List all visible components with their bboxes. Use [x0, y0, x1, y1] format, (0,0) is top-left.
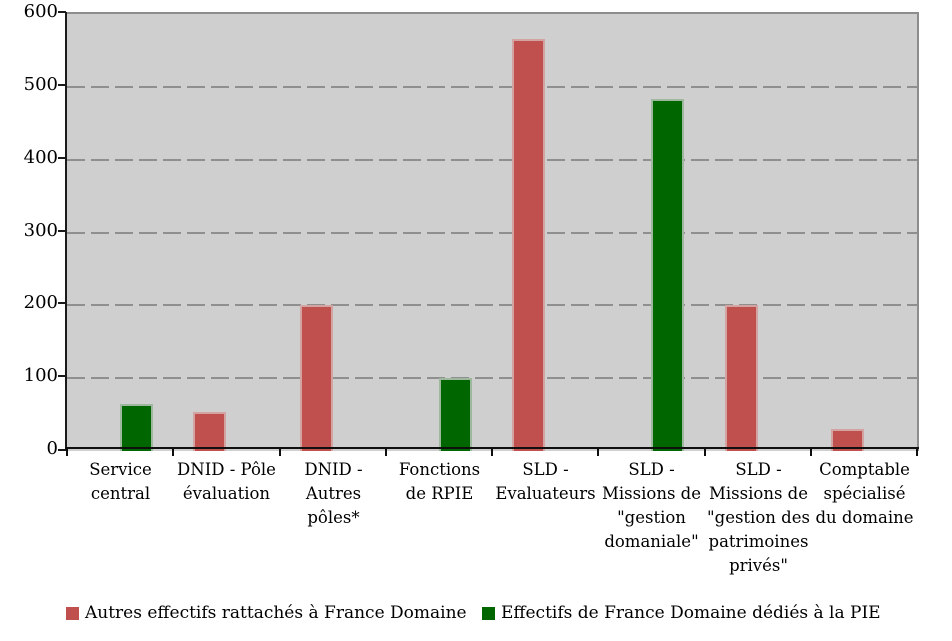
category-label-4: Fonctions de RPIE	[398, 460, 481, 503]
bar-series1-cat7	[725, 305, 758, 451]
legend-label-1: Autres effectifs rattachés à France Doma…	[85, 603, 467, 623]
x-axis-tick-0	[66, 449, 68, 456]
y-axis-tick-500	[58, 84, 66, 86]
chart-legend: Autres effectifs rattachés à France Doma…	[0, 602, 952, 626]
y-axis-label-600: 600	[23, 1, 58, 22]
bar-series1-cat2	[193, 412, 226, 451]
category-label-8: Comptable spécialisé du domaine	[815, 460, 914, 527]
y-axis-tick-100	[58, 375, 66, 377]
bar-series1-cat5	[512, 39, 545, 451]
y-axis-label-200: 200	[23, 292, 58, 313]
category-label-7: SLD - Missions de "gestion des patrimoin…	[707, 460, 810, 575]
y-axis-tick-0	[58, 449, 66, 451]
category-label-6: SLD - Missions de "gestion domaniale"	[602, 460, 701, 551]
bar-series1-cat8	[831, 429, 864, 451]
y-axis-tick-400	[58, 157, 66, 159]
y-axis-line	[65, 12, 67, 449]
gridline-300	[67, 232, 917, 234]
x-axis-tick-7	[810, 449, 812, 456]
x-axis-tick-3	[385, 449, 387, 456]
x-axis-tick-8	[916, 449, 918, 456]
x-axis-line	[65, 447, 919, 449]
legend-item-2: Effectifs de France Domaine dédiés à la …	[482, 602, 881, 624]
y-axis-label-100: 100	[23, 365, 58, 386]
legend-swatch-icon	[66, 606, 79, 620]
y-axis-tick-200	[58, 302, 66, 304]
category-label-3: DNID - Autres pôles*	[304, 460, 363, 527]
x-axis-tick-6	[704, 449, 706, 456]
y-axis-label-0: 0	[46, 438, 58, 459]
y-axis-label-500: 500	[23, 74, 58, 95]
bar-series1-cat3	[300, 305, 333, 451]
bar-series2-cat1	[120, 404, 153, 451]
plot-area	[67, 12, 919, 451]
gridline-500	[67, 86, 917, 88]
y-axis-tick-300	[58, 230, 66, 232]
gridline-100	[67, 377, 917, 379]
y-axis-tick-600	[58, 11, 66, 13]
gridline-200	[67, 304, 917, 306]
bar-series2-cat4	[439, 378, 472, 451]
legend-label-2: Effectifs de France Domaine dédiés à la …	[501, 603, 881, 623]
legend-item-1: Autres effectifs rattachés à France Doma…	[66, 602, 467, 624]
bar-series2-cat6	[651, 99, 684, 451]
category-label-1: Service central	[89, 460, 152, 503]
y-axis-label-400: 400	[23, 147, 58, 168]
x-axis-tick-2	[279, 449, 281, 456]
gridline-400	[67, 159, 917, 161]
x-axis-tick-4	[491, 449, 493, 456]
y-axis-label-300: 300	[23, 220, 58, 241]
category-label-2: DNID - Pôle évaluation	[177, 460, 276, 503]
x-axis-tick-1	[172, 449, 174, 456]
category-label-5: SLD - Evaluateurs	[495, 460, 596, 503]
legend-swatch-icon	[482, 606, 495, 620]
x-axis-tick-5	[597, 449, 599, 456]
